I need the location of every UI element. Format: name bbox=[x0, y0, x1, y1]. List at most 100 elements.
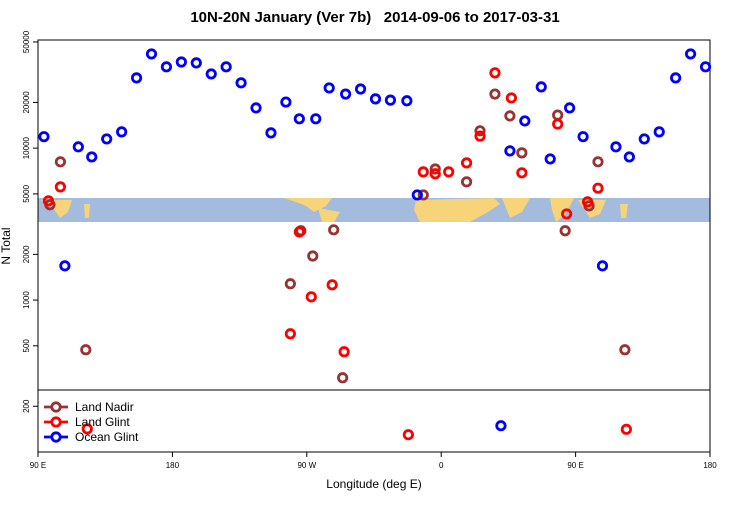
data-point bbox=[460, 176, 473, 188]
data-point bbox=[337, 372, 349, 384]
data-point bbox=[284, 328, 296, 340]
data-point bbox=[577, 131, 589, 143]
legend-marker bbox=[50, 431, 62, 443]
data-point bbox=[369, 93, 382, 105]
data-point bbox=[581, 196, 594, 208]
data-point bbox=[86, 151, 98, 163]
data-point bbox=[59, 260, 71, 272]
data-point bbox=[130, 72, 143, 84]
data-point bbox=[310, 113, 322, 125]
data-point bbox=[559, 225, 571, 237]
data-point bbox=[402, 429, 414, 441]
x-tick-label: 90 E bbox=[30, 461, 46, 470]
data-point bbox=[250, 102, 262, 114]
y-tick-label: 20000 bbox=[22, 91, 31, 114]
data-point bbox=[293, 113, 305, 125]
data-point bbox=[81, 423, 93, 435]
y-tick-label: 200 bbox=[22, 399, 31, 413]
data-point bbox=[460, 157, 473, 169]
data-point bbox=[305, 291, 317, 303]
data-point bbox=[384, 94, 397, 106]
data-point bbox=[145, 48, 158, 60]
data-point bbox=[160, 61, 173, 73]
legend-label: Ocean Glint bbox=[75, 430, 139, 444]
data-point bbox=[205, 68, 217, 80]
y-tick-label: 10000 bbox=[22, 136, 31, 159]
data-point bbox=[80, 344, 92, 356]
map-land bbox=[84, 204, 90, 218]
data-point bbox=[489, 67, 501, 79]
data-point bbox=[623, 151, 635, 163]
data-point bbox=[670, 72, 682, 84]
data-point bbox=[596, 260, 609, 272]
data-point bbox=[619, 344, 631, 356]
data-point bbox=[411, 189, 423, 201]
x-tick-label: 0 bbox=[439, 461, 444, 470]
data-point bbox=[552, 118, 564, 130]
legend-marker bbox=[50, 416, 62, 428]
data-point bbox=[340, 88, 352, 100]
x-axis-label: Longitude (deg E) bbox=[326, 477, 421, 491]
y-tick-label: 2000 bbox=[22, 245, 31, 263]
data-point bbox=[561, 208, 573, 220]
x-tick-label: 90 E bbox=[567, 461, 583, 470]
map-ocean bbox=[38, 198, 710, 222]
data-point bbox=[516, 167, 528, 179]
map-land bbox=[620, 204, 628, 218]
data-point bbox=[684, 48, 697, 60]
data-point bbox=[653, 126, 665, 138]
y-tick-label: 1000 bbox=[22, 291, 31, 309]
data-point bbox=[42, 195, 55, 207]
data-point bbox=[592, 182, 604, 194]
data-point bbox=[504, 110, 516, 122]
data-point bbox=[235, 77, 247, 89]
plot-frame bbox=[37, 39, 711, 453]
data-point bbox=[54, 156, 67, 168]
map-land bbox=[550, 198, 574, 222]
data-point bbox=[429, 168, 441, 180]
data-point bbox=[417, 166, 429, 178]
map-land bbox=[414, 198, 500, 222]
legend-label: Land Nadir bbox=[75, 400, 134, 414]
data-point bbox=[535, 81, 547, 93]
x-tick-label: 180 bbox=[703, 461, 717, 470]
data-point bbox=[284, 278, 296, 290]
data-point bbox=[429, 163, 441, 175]
data-point bbox=[495, 420, 507, 432]
data-point bbox=[220, 61, 232, 73]
data-point bbox=[326, 279, 338, 291]
map-land bbox=[318, 208, 340, 222]
data-point bbox=[354, 83, 367, 95]
data-point bbox=[516, 147, 528, 159]
data-point bbox=[592, 156, 604, 168]
data-point bbox=[474, 130, 486, 142]
map-land bbox=[502, 198, 530, 218]
map-land bbox=[40, 200, 72, 218]
data-point bbox=[293, 226, 305, 238]
data-point bbox=[610, 141, 622, 153]
data-point bbox=[474, 125, 486, 137]
x-tick-label: 90 W bbox=[297, 461, 316, 470]
data-point bbox=[699, 61, 712, 73]
data-point bbox=[489, 88, 501, 100]
map-strip bbox=[38, 198, 710, 222]
data-point bbox=[280, 96, 292, 108]
legend-label: Land Glint bbox=[75, 415, 130, 429]
data-point bbox=[338, 346, 350, 358]
data-point bbox=[323, 82, 335, 94]
data-point bbox=[328, 224, 340, 236]
data-point bbox=[54, 181, 67, 193]
data-point bbox=[175, 56, 187, 68]
data-point bbox=[38, 131, 50, 143]
data-point bbox=[307, 250, 319, 262]
data-point bbox=[265, 127, 277, 139]
y-axis-label: N Total bbox=[0, 227, 13, 264]
x-tick-label: 180 bbox=[166, 461, 180, 470]
data-point bbox=[564, 102, 576, 114]
y-tick-label: 5000 bbox=[22, 184, 31, 202]
data-point bbox=[401, 95, 413, 107]
legend-marker bbox=[50, 401, 62, 413]
data-point bbox=[116, 126, 128, 138]
